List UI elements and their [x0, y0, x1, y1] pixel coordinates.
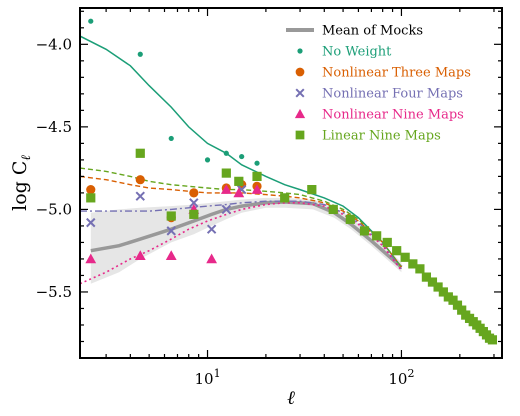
point-nonlinear-three-maps — [189, 188, 199, 198]
legend-marker-3 — [295, 88, 305, 98]
y-tick-label: −4.5 — [36, 118, 72, 136]
legend-label: Nonlinear Four Maps — [322, 87, 463, 102]
plot-frame — [79, 7, 503, 359]
point-linear-nine-maps — [166, 211, 176, 221]
point-nonlinear-nine-maps — [134, 250, 146, 260]
point-linear-nine-maps — [392, 246, 402, 256]
point-no-weight — [137, 51, 143, 57]
y-axis-title-sub: ℓ — [19, 155, 34, 161]
point-linear-nine-maps — [307, 185, 317, 195]
point-linear-nine-maps — [421, 272, 432, 282]
legend-label: No Weight — [322, 45, 392, 60]
y-axis-title: log Cℓ — [9, 155, 34, 211]
line-mean-of-mocks — [90, 200, 403, 269]
point-no-weight — [223, 150, 229, 156]
point-linear-nine-maps — [280, 193, 290, 203]
line-no-weight — [80, 35, 402, 268]
point-nonlinear-four-maps — [86, 217, 96, 228]
point-no-weight — [254, 160, 260, 166]
point-linear-nine-maps — [86, 193, 96, 203]
point-nonlinear-nine-maps — [233, 187, 245, 198]
point-linear-nine-maps — [382, 237, 392, 248]
point-linear-nine-maps — [452, 300, 463, 310]
point-nonlinear-nine-maps — [206, 253, 218, 264]
x-tick-label: 101 — [194, 367, 220, 388]
point-linear-nine-maps — [408, 259, 418, 269]
point-no-weight — [239, 153, 245, 160]
point-linear-nine-maps — [135, 148, 145, 158]
y-tick-label: −5.5 — [36, 283, 72, 301]
point-no-weight — [88, 18, 94, 24]
point-linear-nine-maps — [345, 214, 355, 224]
point-linear-nine-maps — [427, 277, 438, 287]
point-linear-nine-maps — [433, 282, 443, 292]
legend-marker-5 — [295, 130, 305, 140]
legend-marker-4 — [294, 108, 306, 119]
legend-label: Nonlinear Nine Maps — [322, 108, 464, 123]
point-nonlinear-nine-maps — [85, 253, 97, 264]
point-nonlinear-four-maps — [166, 226, 176, 236]
point-nonlinear-four-maps — [135, 191, 145, 201]
point-linear-nine-maps — [415, 264, 425, 274]
point-no-weight — [168, 135, 174, 142]
point-nonlinear-three-maps — [86, 185, 96, 195]
point-nonlinear-four-maps — [189, 198, 199, 208]
point-linear-nine-maps — [252, 171, 262, 181]
legend-label: Nonlinear Three Maps — [322, 66, 471, 81]
x-axis-title: ℓ — [287, 387, 295, 409]
point-linear-nine-maps — [448, 295, 458, 305]
legend: Mean of Mocks No Weight Nonlinear Three Ma… — [286, 24, 471, 144]
legend-marker-1 — [297, 48, 303, 54]
point-nonlinear-four-maps — [206, 224, 217, 234]
point-nonlinear-nine-maps — [220, 184, 232, 194]
point-linear-nine-maps — [234, 176, 244, 186]
point-linear-nine-maps — [438, 287, 448, 297]
point-linear-nine-maps — [221, 168, 231, 178]
point-nonlinear-nine-maps — [251, 184, 263, 194]
x-tick-label: 102 — [388, 367, 414, 388]
point-linear-nine-maps — [328, 204, 338, 215]
point-nonlinear-four-maps — [221, 204, 232, 215]
point-linear-nine-maps — [443, 292, 453, 302]
legend-label: Mean of Mocks — [322, 24, 423, 39]
point-linear-nine-maps — [400, 252, 410, 262]
point-nonlinear-nine-maps — [165, 250, 177, 260]
y-axis-title-main: log C — [9, 161, 31, 211]
point-nonlinear-three-maps — [135, 175, 145, 185]
point-linear-nine-maps — [372, 231, 382, 241]
point-linear-nine-maps — [189, 209, 199, 219]
point-no-weight — [204, 157, 211, 163]
svg-text:log Cℓ: log Cℓ — [9, 155, 34, 211]
legend-marker-2 — [295, 67, 305, 77]
point-linear-nine-maps — [359, 226, 370, 236]
y-tick-label: −5.0 — [36, 200, 72, 218]
y-tick-label: −4.0 — [36, 35, 72, 53]
point-linear-nine-maps — [487, 335, 498, 345]
point-linear-nine-maps — [457, 305, 467, 315]
legend-label: Linear Nine Maps — [322, 129, 441, 144]
